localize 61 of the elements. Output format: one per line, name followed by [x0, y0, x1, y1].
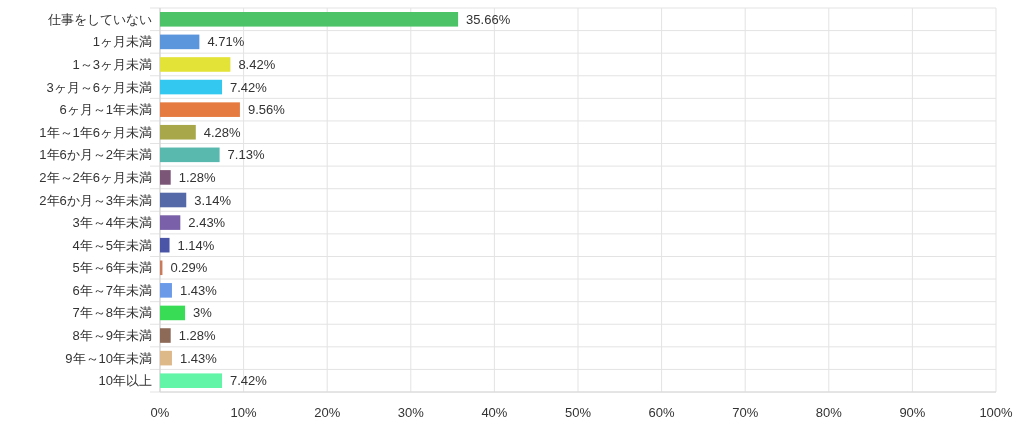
bar: [160, 102, 240, 117]
bar: [160, 12, 459, 27]
bar: [160, 237, 170, 253]
x-tick-label: 90%: [899, 405, 926, 420]
data-label: 7.13%: [227, 147, 265, 163]
data-label: 1.43%: [179, 282, 218, 298]
data-label: 0.29%: [170, 260, 208, 276]
data-label: 2.43%: [188, 215, 226, 231]
y-tick-label: 1～3ヶ月未満: [72, 56, 152, 72]
y-tick-label: 1年6か月～2年未満: [39, 147, 152, 163]
bar: [160, 57, 231, 72]
bar: [160, 170, 171, 185]
data-label: 1.28%: [178, 328, 216, 344]
bar: [160, 192, 187, 208]
x-tick-label: 50%: [564, 405, 592, 420]
y-tick-label: 5年～6年未満: [72, 260, 152, 276]
y-tick-label: 6ヶ月～1年未満: [59, 102, 152, 118]
bar: [160, 328, 171, 343]
y-tick-label: 3年～4年未満: [72, 215, 152, 231]
y-tick-label: 8年～9年未満: [72, 328, 152, 344]
y-tick-label: 3ヶ月～6ヶ月未満: [46, 79, 152, 95]
data-label: 4.71%: [207, 34, 245, 50]
x-tick-label: 60%: [648, 405, 676, 420]
data-label: 1.43%: [179, 350, 218, 366]
bar: [160, 215, 181, 230]
x-tick-label: 30%: [397, 405, 425, 420]
data-label: 3.14%: [194, 192, 232, 208]
x-tick-label: 100%: [979, 405, 1014, 420]
bar: [160, 79, 223, 95]
data-label: 1.14%: [177, 237, 215, 253]
y-tick-label: 4年～5年未満: [72, 237, 152, 253]
x-tick-label: 20%: [314, 405, 341, 420]
bar: [160, 34, 200, 50]
x-tick-label: 10%: [230, 405, 258, 420]
y-tick-label: 1ヶ月未満: [92, 34, 152, 50]
bar: [160, 147, 220, 163]
data-label: 4.28%: [203, 124, 242, 140]
x-tick-label: 70%: [732, 405, 759, 420]
bar: [160, 283, 172, 298]
data-label: 7.42%: [230, 79, 268, 95]
y-tick-label: 10年以上: [98, 373, 152, 389]
bar: [160, 373, 223, 388]
y-tick-label: 9年～10年未満: [65, 350, 152, 366]
y-tick-label: 6年～7年未満: [72, 282, 152, 298]
bar: [160, 350, 172, 366]
y-tick-label: 2年6か月～3年未満: [39, 192, 152, 208]
x-tick-label: 40%: [481, 405, 508, 420]
x-tick-label: 80%: [815, 405, 843, 420]
y-tick-label: 7年～8年未満: [72, 305, 152, 321]
data-label: 3%: [193, 305, 213, 321]
data-label: 9.56%: [247, 102, 286, 118]
x-tick-label: 0%: [150, 405, 170, 420]
bar: [160, 124, 196, 140]
data-label: 7.42%: [230, 373, 268, 389]
data-label: 35.66%: [466, 11, 511, 27]
bar: [160, 305, 186, 321]
y-tick-label: 2年～2年6ヶ月未満: [39, 169, 152, 185]
y-tick-label: 1年～1年6ヶ月未満: [39, 124, 152, 140]
data-label: 1.28%: [178, 169, 216, 185]
y-tick-label: 仕事をしていない: [47, 11, 152, 27]
data-label: 8.42%: [238, 56, 276, 72]
